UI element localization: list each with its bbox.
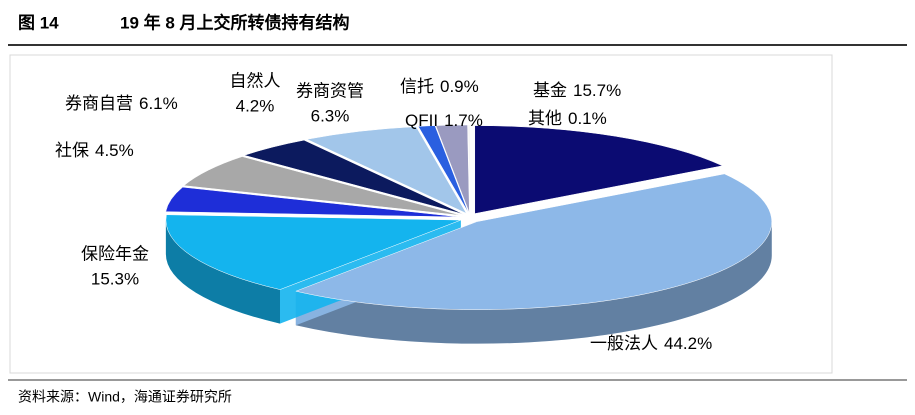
pie-tops xyxy=(165,124,773,310)
side-shade xyxy=(295,221,772,344)
slice-label: 基金 15.7% xyxy=(533,81,621,100)
category-label: 保险年金 xyxy=(81,244,149,263)
slice xyxy=(183,156,462,216)
slice-label: 一般法人 44.2% xyxy=(590,334,712,353)
slice-label: QFII 1.7% xyxy=(405,111,483,130)
slice-label: 其他 0.1% xyxy=(528,109,607,128)
value-label: 6.1% xyxy=(139,94,178,113)
figure-label: 图 14 xyxy=(18,13,59,32)
category-label: QFII xyxy=(405,111,438,130)
value-label: 0.1% xyxy=(568,109,607,128)
category-label: 基金 xyxy=(533,81,567,100)
category-label: 一般法人 xyxy=(590,334,658,353)
value-label: 4.2% xyxy=(236,96,275,115)
value-label: 15.7% xyxy=(573,81,621,100)
source-note: 资料来源：Wind，海通证券研究所 xyxy=(18,389,232,405)
value-label: 44.2% xyxy=(664,334,712,353)
value-label: 0.9% xyxy=(440,77,479,96)
category-label: 其他 xyxy=(528,109,562,128)
slice-label: 信托 0.9% xyxy=(400,77,479,96)
plot-frame xyxy=(9,54,833,374)
slice xyxy=(295,173,773,310)
labels: 基金 15.7% 一般法人 44.2% 保险年金 15.3% 社保 4.5% 券商自营 6.1% 自… xyxy=(55,71,712,353)
slice-label: 券商自营 6.1% xyxy=(65,94,178,113)
chart-title: 19 年 8 月上交所转债持有结构 xyxy=(120,12,350,32)
slice xyxy=(306,126,467,214)
slice xyxy=(474,125,724,214)
value-label: 6.3% xyxy=(311,106,350,125)
side-face xyxy=(295,221,772,344)
category-label: 社保 xyxy=(55,141,89,160)
category-label: 券商资管 xyxy=(296,81,364,100)
side-face xyxy=(165,220,281,324)
category-label: 券商自营 xyxy=(65,94,133,113)
value-label: 4.5% xyxy=(95,141,134,160)
side-shade xyxy=(165,220,281,324)
category-label: 自然人 xyxy=(230,71,281,90)
value-label: 1.7% xyxy=(444,111,483,130)
slice-label: 社保 4.5% xyxy=(55,141,134,160)
slice xyxy=(417,125,469,214)
slice xyxy=(467,124,471,214)
value-label: 15.3% xyxy=(91,269,139,288)
slice xyxy=(165,214,461,290)
category-label: 信托 xyxy=(400,77,434,96)
slice xyxy=(243,139,464,215)
slice xyxy=(165,186,461,218)
slice xyxy=(435,124,470,214)
